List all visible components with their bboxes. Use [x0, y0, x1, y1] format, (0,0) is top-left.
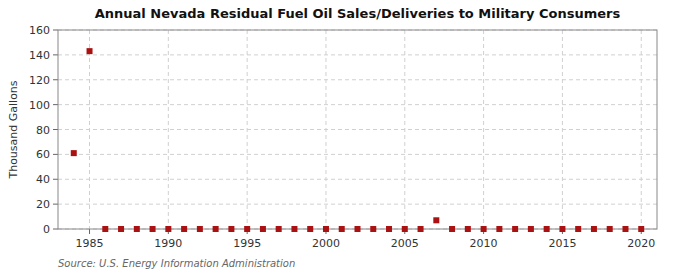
grid-line-y: [58, 154, 657, 155]
point: [213, 226, 219, 232]
grid-line-y: [58, 54, 657, 55]
grid-line-x: [562, 30, 563, 229]
point: [260, 226, 266, 232]
axes: 0 20 40 60 80 100 120 140 160 1985 1990 1995 2000 200…: [29, 24, 657, 250]
point: [559, 226, 565, 232]
point: [71, 150, 77, 156]
point: [228, 226, 234, 232]
chart-svg: 0 20 40 60 80 100 120 140 160 1985 1990 1995 2000 200…: [0, 0, 675, 275]
tick-y: [53, 204, 58, 205]
point: [638, 226, 644, 232]
tick-label-x: 2020: [627, 237, 655, 250]
tick-label-x: 2015: [548, 237, 576, 250]
tick-label-x: 2000: [312, 237, 340, 250]
tick-y: [53, 104, 58, 105]
tick-y: [53, 154, 58, 155]
grid-line-x: [641, 30, 642, 229]
tick-label-y: 140: [29, 49, 50, 62]
grid-line-x: [404, 30, 405, 229]
point: [370, 226, 376, 232]
grid: [58, 30, 657, 229]
tick-label-x: 2005: [391, 237, 419, 250]
point: [575, 226, 581, 232]
point: [150, 226, 156, 232]
grid-line-x: [325, 30, 326, 229]
point: [197, 226, 203, 232]
plot-frame: [58, 30, 657, 229]
background: [0, 0, 675, 275]
point: [386, 226, 392, 232]
tick-label-y: 40: [36, 173, 50, 186]
point: [418, 226, 424, 232]
chart-container: 0 20 40 60 80 100 120 140 160 1985 1990 1995 2000 200…: [0, 0, 675, 275]
point: [118, 226, 124, 232]
point: [481, 226, 487, 232]
tick-y: [53, 30, 58, 31]
point: [134, 226, 140, 232]
point: [355, 226, 361, 232]
point: [276, 226, 282, 232]
point: [165, 226, 171, 232]
grid-line-x: [89, 30, 90, 229]
tick-y: [53, 229, 58, 230]
point: [102, 226, 108, 232]
point: [607, 226, 613, 232]
point: [307, 226, 313, 232]
point: [323, 226, 329, 232]
point: [339, 226, 345, 232]
annotation: Source: U.S. Energy Information Administ…: [58, 258, 295, 269]
point: [87, 48, 93, 54]
grid-line-y: [58, 104, 657, 105]
points: [71, 48, 644, 232]
point: [512, 226, 518, 232]
point: [465, 226, 471, 232]
title: Annual Nevada Residual Fuel Oil Sales/De…: [95, 6, 621, 21]
grid-line-y: [58, 79, 657, 80]
point: [496, 226, 502, 232]
tick-label-y: 160: [29, 24, 50, 37]
tick-label-y: 20: [36, 198, 50, 211]
tick-label-y: 0: [43, 223, 50, 236]
tick-y: [53, 54, 58, 55]
point: [622, 226, 628, 232]
point: [402, 226, 408, 232]
grid-line-y: [58, 179, 657, 180]
tick-x: [89, 229, 90, 234]
grid-line-x: [247, 30, 248, 229]
tick-y: [53, 79, 58, 80]
tick-label-x: 1990: [154, 237, 182, 250]
grid-line-y: [58, 129, 657, 130]
point: [181, 226, 187, 232]
point: [544, 226, 550, 232]
point: [528, 226, 534, 232]
tick-label-x: 1985: [76, 237, 104, 250]
tick-label-y: 120: [29, 74, 50, 87]
tick-label-x: 2010: [470, 237, 498, 250]
point: [591, 226, 597, 232]
point: [433, 217, 439, 223]
grid-line-x: [168, 30, 169, 229]
tick-label-y: 60: [36, 148, 50, 161]
tick-label-y: 80: [36, 124, 50, 137]
tick-y: [53, 179, 58, 180]
tick-label-x: 1995: [233, 237, 261, 250]
point: [291, 226, 297, 232]
y-axis-label: Thousand Gallons: [7, 80, 20, 179]
grid-line-y: [58, 204, 657, 205]
point: [449, 226, 455, 232]
grid-line-x: [483, 30, 484, 229]
tick-y: [53, 129, 58, 130]
tick-label-y: 100: [29, 99, 50, 112]
point: [244, 226, 250, 232]
